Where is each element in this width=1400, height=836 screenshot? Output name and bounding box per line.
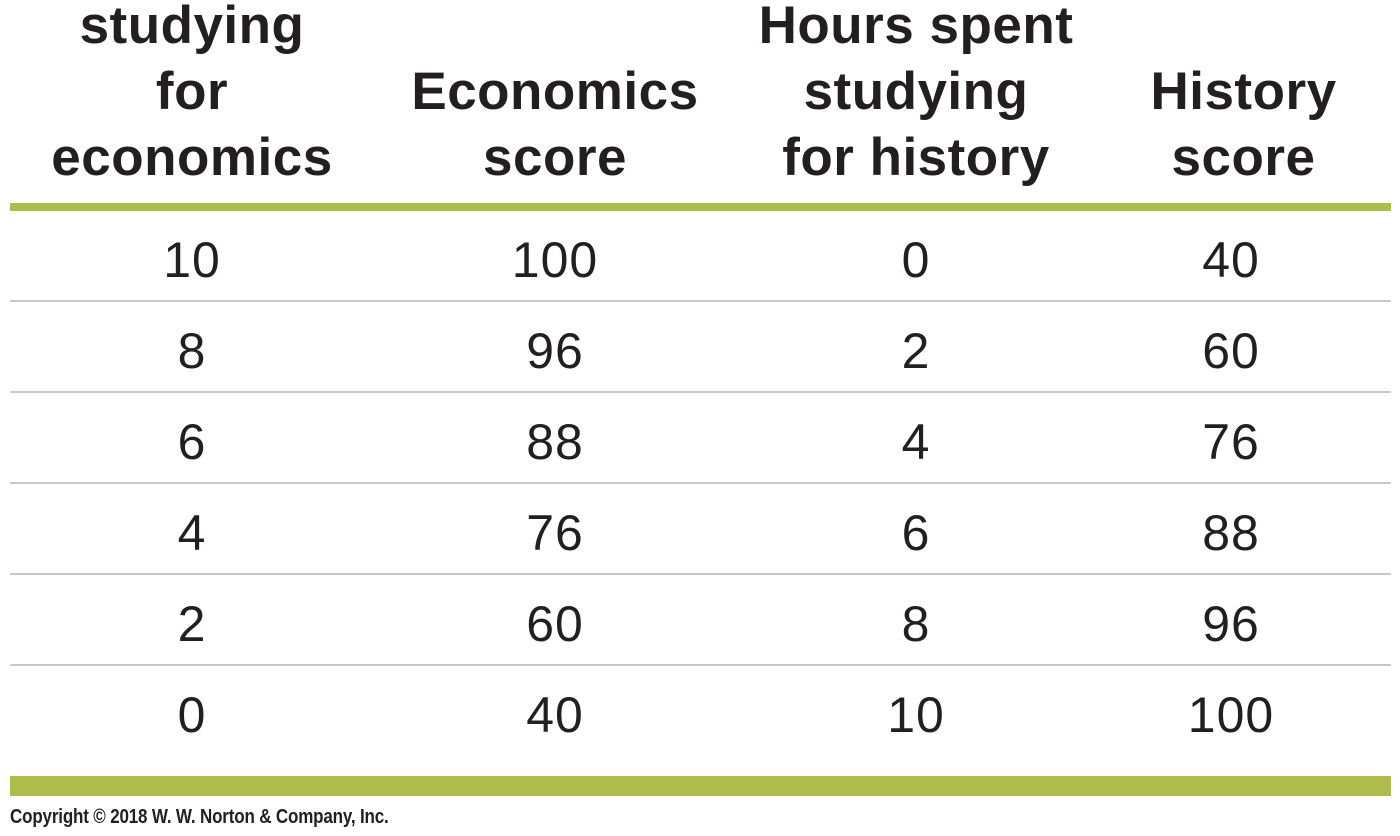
table-cell: 8	[177, 323, 207, 379]
header-hours-economics: Hours spent studying for economics	[51, 0, 333, 187]
table-row: 6 88 4 76	[10, 393, 1391, 484]
data-table: Hours spent studying for economics Econo…	[10, 0, 1391, 756]
table-cell: 60	[526, 596, 584, 652]
table-cell: 60	[1202, 323, 1260, 379]
header-hours-history: Hours spent studying for history	[758, 0, 1074, 187]
table-cell: 10	[163, 232, 221, 288]
table-cell: 8	[901, 596, 931, 652]
header-economics-score: Economics score	[411, 62, 699, 187]
table-cell: 4	[177, 505, 207, 561]
table-cell: 2	[177, 596, 207, 652]
header-rule	[10, 203, 1391, 211]
table-cell: 96	[1202, 596, 1260, 652]
header-history-score: History score	[1150, 62, 1337, 187]
table-row: 2 60 8 96	[10, 575, 1391, 666]
table-cell: 40	[526, 687, 584, 743]
table-cell: 100	[1187, 687, 1275, 743]
table-cell: 100	[511, 232, 599, 288]
table-cell: 6	[177, 414, 207, 470]
table-cell: 2	[901, 323, 931, 379]
table-cell: 76	[1202, 414, 1260, 470]
table-row: 8 96 2 60	[10, 302, 1391, 393]
table-cell: 10	[887, 687, 945, 743]
table-cell: 6	[901, 505, 931, 561]
table-row: 0 40 10 100	[10, 666, 1391, 756]
table-row: 4 76 6 88	[10, 484, 1391, 575]
table-cell: 0	[177, 687, 207, 743]
table-cell: 96	[526, 323, 584, 379]
table-cell: 40	[1202, 232, 1260, 288]
table-cell: 0	[901, 232, 931, 288]
table-header-row: Hours spent studying for economics Econo…	[10, 0, 1391, 203]
table-cell: 88	[1202, 505, 1260, 561]
table-cell: 88	[526, 414, 584, 470]
table-row: 10 100 0 40	[10, 211, 1391, 302]
table-body: 10 100 0 40 8 96 2 60 6 88 4 76 4 76 6 8…	[10, 211, 1391, 756]
copyright-notice: Copyright © 2018 W. W. Norton & Company,…	[10, 806, 389, 828]
table-cell: 4	[901, 414, 931, 470]
footer-rule	[10, 776, 1391, 796]
table-cell: 76	[526, 505, 584, 561]
